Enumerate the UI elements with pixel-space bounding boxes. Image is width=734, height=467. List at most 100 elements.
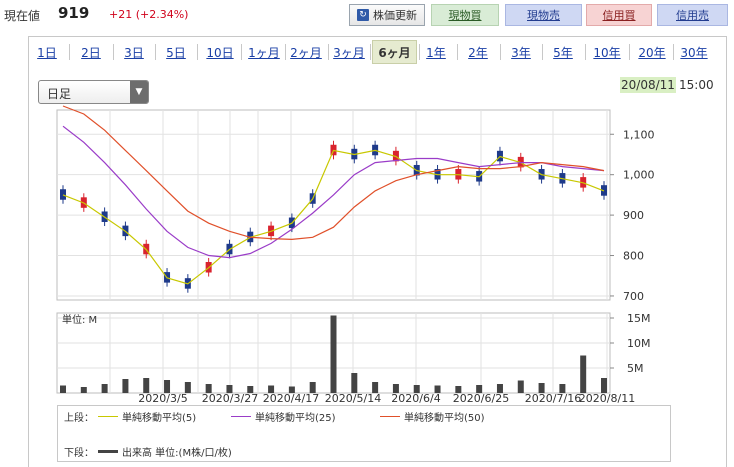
chart-date: 20/08/11 bbox=[620, 77, 676, 93]
tab-3[interactable]: 3日 bbox=[124, 45, 144, 60]
x-tick-label: 2020/5/14 bbox=[325, 392, 381, 405]
tab-separator bbox=[197, 44, 198, 60]
tab-separator bbox=[327, 44, 329, 60]
volume-y-tick-label: 5M bbox=[627, 362, 644, 375]
tab-separator bbox=[629, 44, 630, 60]
cash-buy-button[interactable]: 現物買 bbox=[431, 4, 499, 26]
volume-bar bbox=[330, 315, 337, 393]
legend-sma50-label: 単純移動平均(50) bbox=[404, 413, 485, 424]
volume-bar bbox=[517, 380, 524, 393]
chart-legend: 上段： 単純移動平均(5) 単純移動平均(25) 単純移動平均(50) 下段： … bbox=[57, 405, 671, 462]
margin-sell-button[interactable]: 信用売 bbox=[657, 4, 728, 26]
volume-bar bbox=[268, 385, 275, 393]
tab-2[interactable]: 2日 bbox=[81, 45, 101, 60]
interval-select[interactable]: 日足 ▼ bbox=[38, 80, 149, 104]
tab-9[interactable]: 6ヶ月 bbox=[372, 40, 417, 64]
chart-time: 15:00 bbox=[679, 78, 714, 92]
x-tick-label: 2020/3/5 bbox=[138, 392, 187, 405]
legend-volume-label: 出来高 単位:(M株/口/枚) bbox=[122, 448, 232, 459]
interval-select-value: 日足 bbox=[47, 87, 72, 101]
margin-buy-button[interactable]: 信用買 bbox=[586, 4, 652, 26]
volume-y-tick-label: 15M bbox=[627, 312, 651, 325]
legend-sma25-label: 単純移動平均(25) bbox=[255, 413, 336, 424]
volume-bar bbox=[476, 385, 483, 393]
refresh-price-button[interactable]: ↻ 株価更新 bbox=[349, 4, 425, 26]
volume-bar bbox=[143, 378, 150, 393]
tab-16[interactable]: 30年 bbox=[680, 45, 708, 60]
tab-separator bbox=[673, 44, 674, 60]
sma-line-2 bbox=[62, 125, 605, 259]
cash-sell-button[interactable]: 現物売 bbox=[505, 4, 582, 26]
tab-separator bbox=[68, 44, 70, 60]
price-y-tick-label: 1,100 bbox=[623, 128, 655, 141]
volume-bar bbox=[559, 384, 566, 393]
x-tick-label: 2020/7/16 bbox=[525, 392, 581, 405]
legend-sma25-swatch bbox=[231, 416, 251, 417]
x-tick-label: 2020/4/17 bbox=[263, 392, 319, 405]
price-plot-frame bbox=[56, 109, 611, 301]
volume-bar bbox=[455, 386, 462, 393]
tab-14[interactable]: 10年 bbox=[593, 45, 621, 60]
legend-sma5-swatch bbox=[98, 416, 118, 417]
volume-bar bbox=[392, 384, 399, 393]
refresh-price-label: 株価更新 bbox=[373, 9, 417, 22]
volume-bar bbox=[434, 385, 441, 393]
legend-volume-swatch bbox=[98, 450, 118, 453]
period-tabs: 1日 2日 3日 5日 10日 1ヶ月 2ヶ月 3ヶ月 6ヶ月 1年 2年 3年 5年 10年 20年 30年 bbox=[28, 40, 727, 64]
tab-7[interactable]: 2ヶ月 bbox=[290, 45, 322, 60]
candle-body bbox=[60, 189, 66, 200]
tab-10[interactable]: 1年 bbox=[426, 45, 446, 60]
volume-bar bbox=[122, 379, 129, 393]
volume-bar bbox=[80, 387, 87, 393]
tab-separator bbox=[542, 44, 543, 60]
legend-sma50-swatch bbox=[380, 416, 400, 417]
tab-13[interactable]: 5年 bbox=[553, 45, 573, 60]
tab-6[interactable]: 1ヶ月 bbox=[248, 45, 280, 60]
x-tick-label: 2020/8/11 bbox=[579, 392, 635, 405]
tab-separator bbox=[370, 44, 371, 60]
tab-4[interactable]: 5日 bbox=[166, 45, 186, 60]
volume-bar bbox=[309, 382, 316, 393]
volume-bar bbox=[413, 385, 420, 393]
sma-line-1 bbox=[62, 149, 605, 285]
price-y-tick-label: 900 bbox=[623, 209, 644, 222]
tab-separator bbox=[112, 44, 114, 60]
volume-bar bbox=[288, 386, 295, 393]
volume-bar bbox=[184, 382, 191, 393]
tab-5[interactable]: 10日 bbox=[206, 45, 234, 60]
volume-bar bbox=[226, 385, 233, 393]
tab-separator bbox=[499, 44, 501, 60]
legend-upper-label: 上段： bbox=[64, 413, 94, 424]
tab-separator bbox=[285, 44, 286, 60]
price-change: +21 (+2.34%) bbox=[109, 8, 189, 21]
quote-header: 現在値 919 +21 (+2.34%) ↻ 株価更新 現物買 現物売 信用買 … bbox=[0, 0, 734, 32]
tab-12[interactable]: 3年 bbox=[511, 45, 531, 60]
price-y-tick-label: 1,000 bbox=[623, 169, 655, 182]
legend-sma50: 単純移動平均(50) bbox=[380, 409, 485, 424]
volume-bar bbox=[538, 383, 545, 393]
tab-separator bbox=[155, 44, 156, 60]
sma-line-3 bbox=[62, 105, 605, 241]
current-price-value: 919 bbox=[58, 4, 90, 22]
tab-separator bbox=[419, 44, 420, 60]
volume-bar bbox=[372, 382, 379, 393]
volume-bar bbox=[580, 355, 587, 393]
chevron-down-icon[interactable]: ▼ bbox=[130, 81, 148, 103]
volume-bar bbox=[601, 378, 607, 393]
tab-15[interactable]: 20年 bbox=[638, 45, 666, 60]
legend-lower-label: 下段： bbox=[64, 448, 94, 459]
tab-1[interactable]: 1日 bbox=[37, 45, 57, 60]
tab-8[interactable]: 3ヶ月 bbox=[333, 45, 365, 60]
volume-y-tick-label: 10M bbox=[627, 337, 651, 350]
tab-separator bbox=[457, 44, 458, 60]
tab-separator bbox=[584, 44, 586, 60]
volume-bar bbox=[496, 384, 503, 393]
volume-bar bbox=[60, 385, 66, 393]
legend-sma25: 単純移動平均(25) bbox=[231, 409, 336, 424]
volume-bar bbox=[351, 373, 358, 393]
price-y-tick-label: 800 bbox=[623, 250, 644, 263]
volume-bar bbox=[205, 384, 212, 393]
legend-sma5-label: 単純移動平均(5) bbox=[122, 413, 197, 424]
price-y-tick-label: 700 bbox=[623, 290, 644, 303]
tab-11[interactable]: 2年 bbox=[468, 45, 488, 60]
